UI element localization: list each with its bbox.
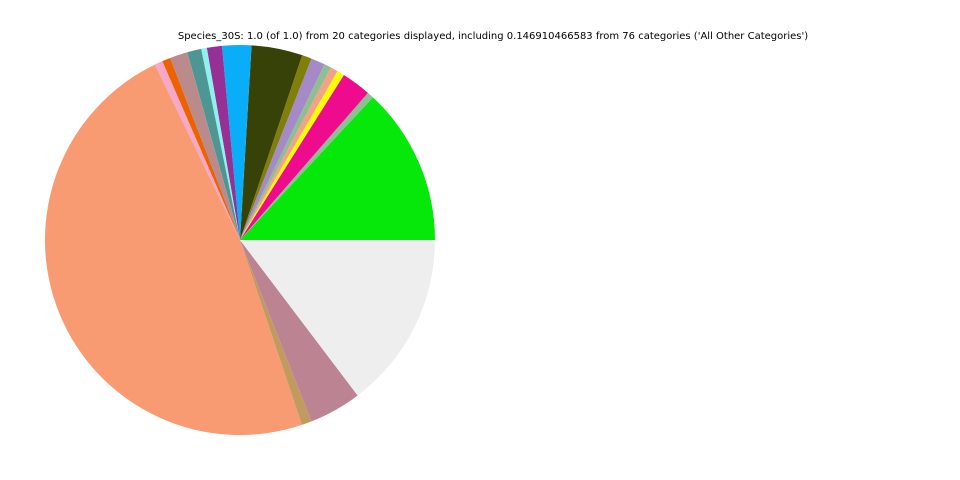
pie-slice-orange — [162, 57, 240, 241]
pie-slice-medium-purple — [240, 58, 325, 240]
pie-slice-salmon — [44, 64, 302, 436]
pie-slice-puce — [240, 240, 358, 422]
pie-slice-magenta-pink — [240, 74, 368, 241]
pie-slice-pink — [154, 61, 240, 241]
pie-slice-dark-sea-green — [240, 92, 373, 240]
pie-slice-olive — [240, 55, 312, 241]
pie-slice-dark-olive-green — [240, 45, 303, 241]
pie-slice-pale-turquoise — [201, 47, 240, 240]
pie-slice-deep-sky-blue — [221, 44, 252, 240]
chart-title: Species_30S: 1.0 (of 1.0) from 20 catego… — [177, 31, 809, 42]
pie-slice-green — [240, 97, 435, 240]
pie-slice-tan — [240, 240, 312, 425]
pie-slice-yellow — [240, 71, 344, 241]
pie-slice-dark-sea-green-2 — [240, 64, 331, 240]
pie-slice-rosy-brown — [170, 52, 240, 240]
pie-slice-dark-teal — [187, 48, 240, 240]
pie-slice-light-salmon — [240, 67, 338, 240]
pie-slice-white-smoke-all-other — [240, 240, 435, 396]
pie-slice-purple — [206, 45, 240, 240]
